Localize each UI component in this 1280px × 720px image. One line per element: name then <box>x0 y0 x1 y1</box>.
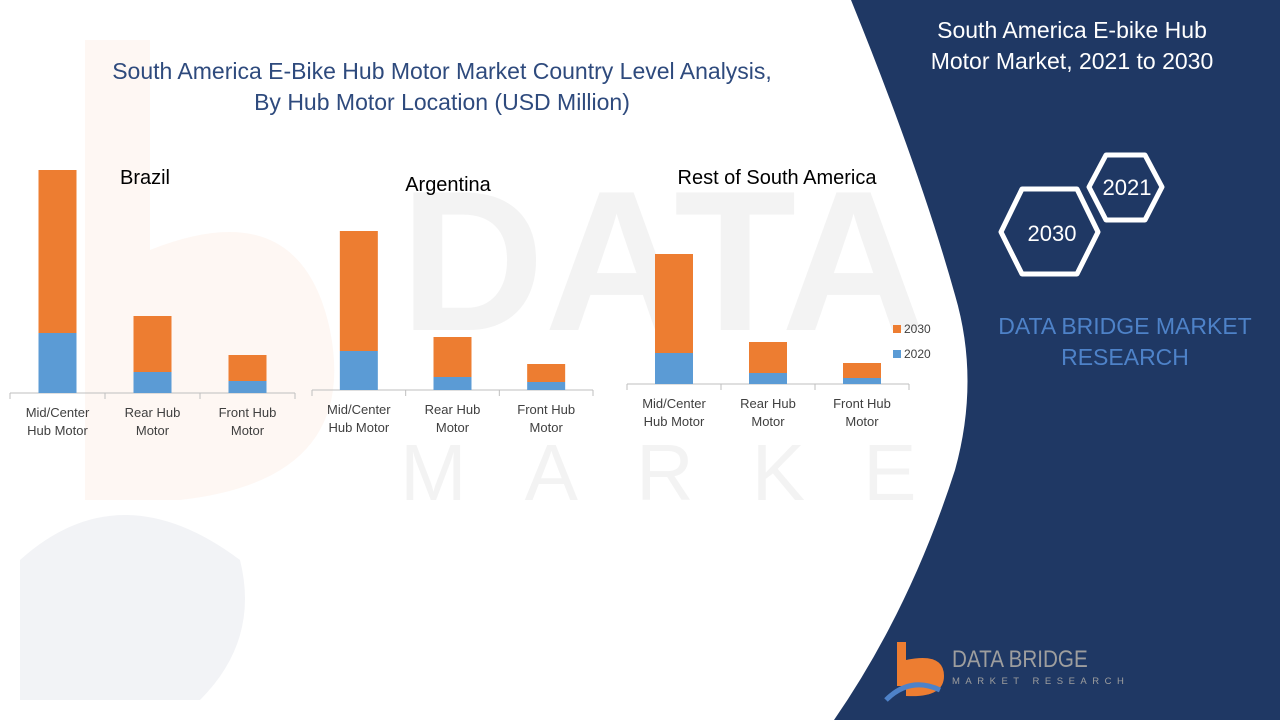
hexagon-2021-label: 2021 <box>1103 175 1152 200</box>
chart-0-title: Brazil <box>120 167 170 189</box>
chart-1: Argentina Mid/Center Hub Motor Rear Hub Moto… <box>311 174 594 435</box>
bar-rest-of-south-america-2020-2 <box>843 378 881 384</box>
bar-argentina-2020-2 <box>527 382 566 390</box>
bar-brazil-2020-0 <box>38 333 77 393</box>
hexagon-icons <box>998 152 1165 277</box>
category-label: Front Hub Motor <box>219 405 277 438</box>
chart-2: Rest of South America Mid/Center Hub Motor… <box>626 167 931 429</box>
category-label-line: Rear Hub <box>125 405 181 420</box>
brand-line1: DATA BRIDGE MARKET <box>998 313 1252 339</box>
category-label-line: Mid/Center <box>26 405 90 420</box>
brand-line2: RESEARCH <box>1061 344 1189 370</box>
logo-mark-icon <box>884 642 944 702</box>
category-label-line: Motor <box>845 414 879 429</box>
brand-text: DATA BRIDGE MARKET RESEARCH <box>985 311 1265 373</box>
category-label: Rear Hub Motor <box>740 396 796 429</box>
category-label-line: Motor <box>136 423 170 438</box>
hexagon-2030-label: 2030 <box>1028 221 1077 246</box>
bar-brazil-2020-2 <box>228 381 267 393</box>
legend-swatch-2030 <box>893 325 901 333</box>
category-label-line: Rear Hub <box>425 402 481 417</box>
category-label-line: Front Hub <box>517 402 575 417</box>
side-title-line1: South America E-bike Hub <box>937 17 1207 43</box>
side-title-line2: Motor Market, 2021 to 2030 <box>930 48 1214 74</box>
bar-rest-of-south-america-2020-1 <box>749 373 787 384</box>
chart-1-title: Argentina <box>405 174 491 196</box>
legend-swatch-2020 <box>893 350 901 358</box>
category-label: Rear Hub Motor <box>125 405 181 438</box>
chart-title-line1: South America E-Bike Hub Motor Market Co… <box>112 58 772 84</box>
bar-rest-of-south-america-2020-0 <box>655 353 693 384</box>
hexagon-2030-icon <box>998 186 1101 277</box>
bar-brazil-2030-0 <box>38 170 77 333</box>
bar-argentina-2030-1 <box>433 337 472 377</box>
chart-2-title: Rest of South America <box>678 167 878 189</box>
bar-argentina-2020-1 <box>433 377 472 390</box>
category-label: Mid/Center Hub Motor <box>26 405 90 438</box>
category-label-line: Front Hub <box>833 396 891 411</box>
category-label-line: Motor <box>231 423 265 438</box>
category-label-line: Mid/Center <box>327 402 391 417</box>
bar-brazil-2030-2 <box>228 355 267 381</box>
side-panel <box>834 0 1280 720</box>
category-label: Rear Hub Motor <box>425 402 481 435</box>
category-label: Mid/Center Hub Motor <box>642 396 706 429</box>
bar-brazil-2030-1 <box>133 316 172 372</box>
bar-rest-of-south-america-2030-2 <box>843 363 881 378</box>
category-label: Mid/Center Hub Motor <box>327 402 391 435</box>
category-label-line: Hub Motor <box>644 414 705 429</box>
bar-argentina-2030-0 <box>339 231 378 351</box>
logo-subtitle: MARKET RESEARCH <box>952 676 1130 687</box>
category-label-line: Motor <box>530 420 564 435</box>
category-label-line: Rear Hub <box>740 396 796 411</box>
category-label-line: Hub Motor <box>328 420 389 435</box>
category-label-line: Motor <box>751 414 785 429</box>
category-label-line: Front Hub <box>219 405 277 420</box>
hexagon-2021-icon <box>1086 152 1165 223</box>
bar-argentina-2030-2 <box>527 364 566 382</box>
chart-title: South America E-Bike Hub Motor Market Co… <box>40 56 844 118</box>
logo-name: DATA BRIDGE <box>952 646 1088 673</box>
legend-label-2020: 2020 <box>904 347 931 361</box>
category-label-line: Mid/Center <box>642 396 706 411</box>
bar-brazil-2020-1 <box>133 372 172 393</box>
legend-label-2030: 2030 <box>904 322 931 336</box>
chart-title-line2: By Hub Motor Location (USD Million) <box>254 89 630 115</box>
bar-rest-of-south-america-2030-0 <box>655 254 693 353</box>
side-title: South America E-bike Hub Motor Market, 2… <box>892 15 1252 77</box>
category-label: Front Hub Motor <box>517 402 575 435</box>
bar-argentina-2020-0 <box>339 351 378 390</box>
category-label: Front Hub Motor <box>833 396 891 429</box>
category-label-line: Hub Motor <box>27 423 88 438</box>
bar-rest-of-south-america-2030-1 <box>749 342 787 373</box>
category-label-line: Motor <box>436 420 470 435</box>
